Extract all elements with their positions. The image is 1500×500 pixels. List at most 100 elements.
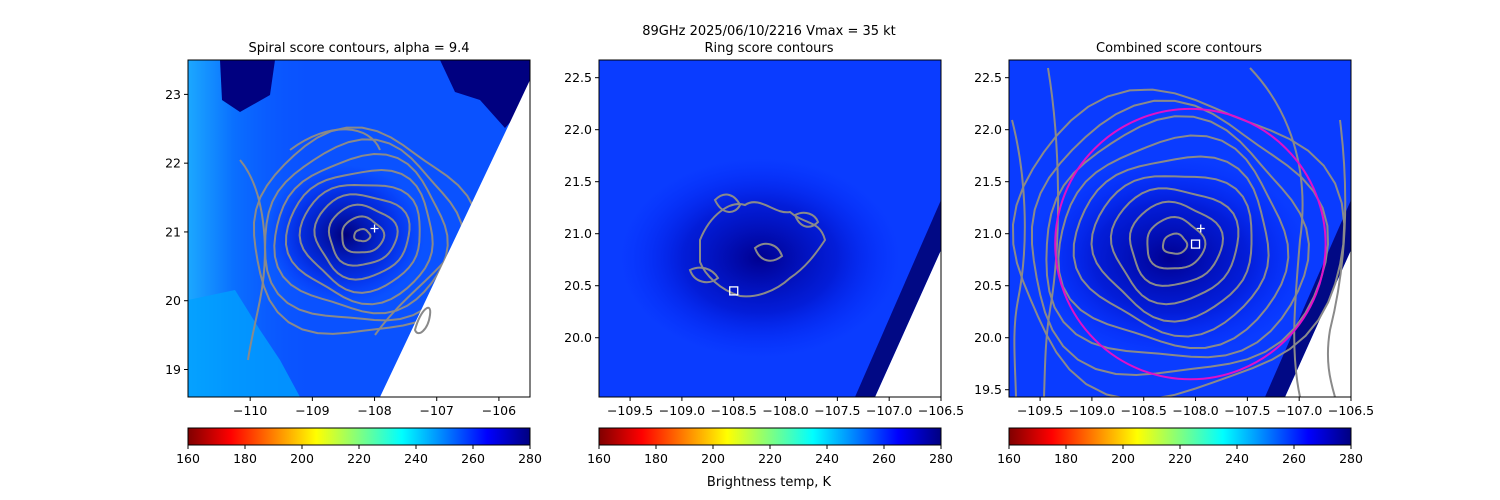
- colorbar-tick-label: 180: [233, 451, 257, 466]
- coastal-warm-patch: [188, 290, 300, 397]
- storm-core: [1030, 158, 1310, 358]
- colorbar-tick-label: 280: [1339, 451, 1363, 466]
- score-contour: [1326, 119, 1347, 397]
- score-contour: [688, 266, 720, 284]
- no-data-region: [380, 80, 530, 397]
- colorbar-tick-label: 200: [290, 451, 314, 466]
- y-tick-label: 21.0: [974, 226, 1002, 241]
- score-contour: [753, 242, 784, 262]
- y-tick-label: 22: [165, 156, 181, 171]
- colorbar-label: Brightness temp, K: [707, 475, 832, 490]
- fitted-ring-circle: [1054, 107, 1327, 381]
- y-tick-label: 22.0: [564, 122, 592, 137]
- x-tick-label: −110: [233, 403, 267, 418]
- x-tick-label: −106.5: [918, 403, 964, 418]
- colorbar-tick-label: 160: [587, 451, 611, 466]
- colorbar-tick-label: 220: [1168, 451, 1192, 466]
- score-contour: [1090, 175, 1253, 323]
- score-contour: [273, 152, 449, 315]
- score-contour: [298, 183, 421, 294]
- colorbar-tick-label: 260: [872, 451, 896, 466]
- center-markers: [729, 286, 739, 296]
- colorbars: 160 180 200 220 240 260 280 160 180 200 220 240 260 2…: [176, 427, 1363, 466]
- score-contour: [353, 227, 372, 243]
- plot-frame: [598, 59, 942, 398]
- score-contour: [284, 168, 434, 306]
- plot-frame: [1008, 59, 1352, 398]
- score-contour: [1011, 119, 1026, 397]
- colorbar-tick-label: 180: [644, 451, 668, 466]
- score-contour: [327, 203, 399, 267]
- x-tick-label: −107.0: [1276, 403, 1322, 418]
- score-contour: [1249, 67, 1304, 397]
- x-tick-label: −106.5: [1328, 403, 1374, 418]
- center-markers: [370, 224, 379, 233]
- swath-edge-band: [855, 200, 941, 397]
- ring-contours: [688, 193, 827, 298]
- x-tick-label: −108: [357, 403, 391, 418]
- colorbar-tick-label: 160: [997, 451, 1021, 466]
- center-plus-marker: [1196, 224, 1205, 233]
- x-tick-label: −109.5: [1017, 403, 1063, 418]
- outer-contour-fragment: [413, 306, 432, 335]
- x-tick-label: −108.5: [711, 403, 757, 418]
- y-tick-label: 20: [165, 293, 181, 308]
- colorbar-tick-label: 240: [815, 451, 839, 466]
- swath-cold-top: [220, 60, 275, 112]
- y-tick-label: 23: [165, 87, 181, 102]
- colorbar-tick-label: 260: [461, 451, 485, 466]
- x-tick-label: −108.0: [762, 403, 808, 418]
- colorbar-tick-label: 220: [758, 451, 782, 466]
- x-tick-label: −108.5: [1121, 403, 1167, 418]
- colorbar: [598, 427, 942, 446]
- score-contour: [713, 193, 742, 213]
- storm-core: [620, 158, 900, 358]
- y-tick-label: 22.5: [564, 70, 592, 85]
- colorbar-tick-label: 240: [1225, 451, 1249, 466]
- score-contour: [1146, 215, 1207, 270]
- plot-frame: [187, 59, 531, 398]
- x-tick-label: −106: [482, 403, 516, 418]
- score-contour: [1045, 115, 1310, 359]
- panel-title: Ring score contours: [704, 41, 833, 56]
- x-tick-label: −109.0: [659, 403, 705, 418]
- score-contour: [1031, 99, 1330, 377]
- y-tick-label: 19: [165, 362, 181, 377]
- score-contour: [264, 138, 465, 322]
- y-tick-label: 20.5: [974, 278, 1002, 293]
- score-contour: [289, 128, 381, 151]
- swath-edge-band: [1265, 200, 1351, 397]
- y-tick-label: 19.5: [974, 382, 1002, 397]
- colorbar-tick-label: 200: [701, 451, 725, 466]
- colorbar-tick-label: 240: [404, 451, 428, 466]
- y-tick-label: 21.5: [974, 174, 1002, 189]
- colorbar-tick-label: 220: [347, 451, 371, 466]
- score-contour: [699, 201, 827, 298]
- panel-title: Spiral score contours, alpha = 9.4: [248, 41, 469, 56]
- score-contour: [1057, 134, 1290, 350]
- colorbar-tick-label: 160: [176, 451, 200, 466]
- panel-spiral: Spiral score contours, alpha = 9.4 −110 −…: [165, 41, 531, 418]
- y-tick-label: 21.0: [564, 226, 592, 241]
- y-tick-label: 22.0: [974, 122, 1002, 137]
- score-contour: [239, 159, 266, 361]
- axis-ticks: −110 −109 −108 −107 −106 19 20 21 22 23: [165, 87, 516, 418]
- center-square-marker: [729, 286, 739, 296]
- center-square-marker: [1190, 239, 1201, 249]
- score-contour: [1109, 187, 1240, 306]
- colorbar-tick-label: 200: [1111, 451, 1135, 466]
- x-tick-label: −107.0: [866, 403, 912, 418]
- score-contour: [1128, 200, 1225, 287]
- figure-suptitle: 89GHz 2025/06/10/2216 Vmax = 35 kt: [642, 24, 896, 39]
- y-tick-label: 21.5: [564, 174, 592, 189]
- x-tick-label: −109: [295, 403, 329, 418]
- center-plus-marker: [370, 224, 379, 233]
- x-tick-label: −108.0: [1172, 403, 1218, 418]
- colorbar-tick-label: 280: [929, 451, 953, 466]
- colorbar-tick-label: 260: [1282, 451, 1306, 466]
- axis-ticks: −109.5 −109.0 −108.5 −108.0 −107.5 −107.0 −106…: [974, 70, 1374, 418]
- score-contour: [313, 193, 411, 281]
- colorbar-tick-label: 280: [518, 451, 542, 466]
- score-contour: [793, 211, 820, 228]
